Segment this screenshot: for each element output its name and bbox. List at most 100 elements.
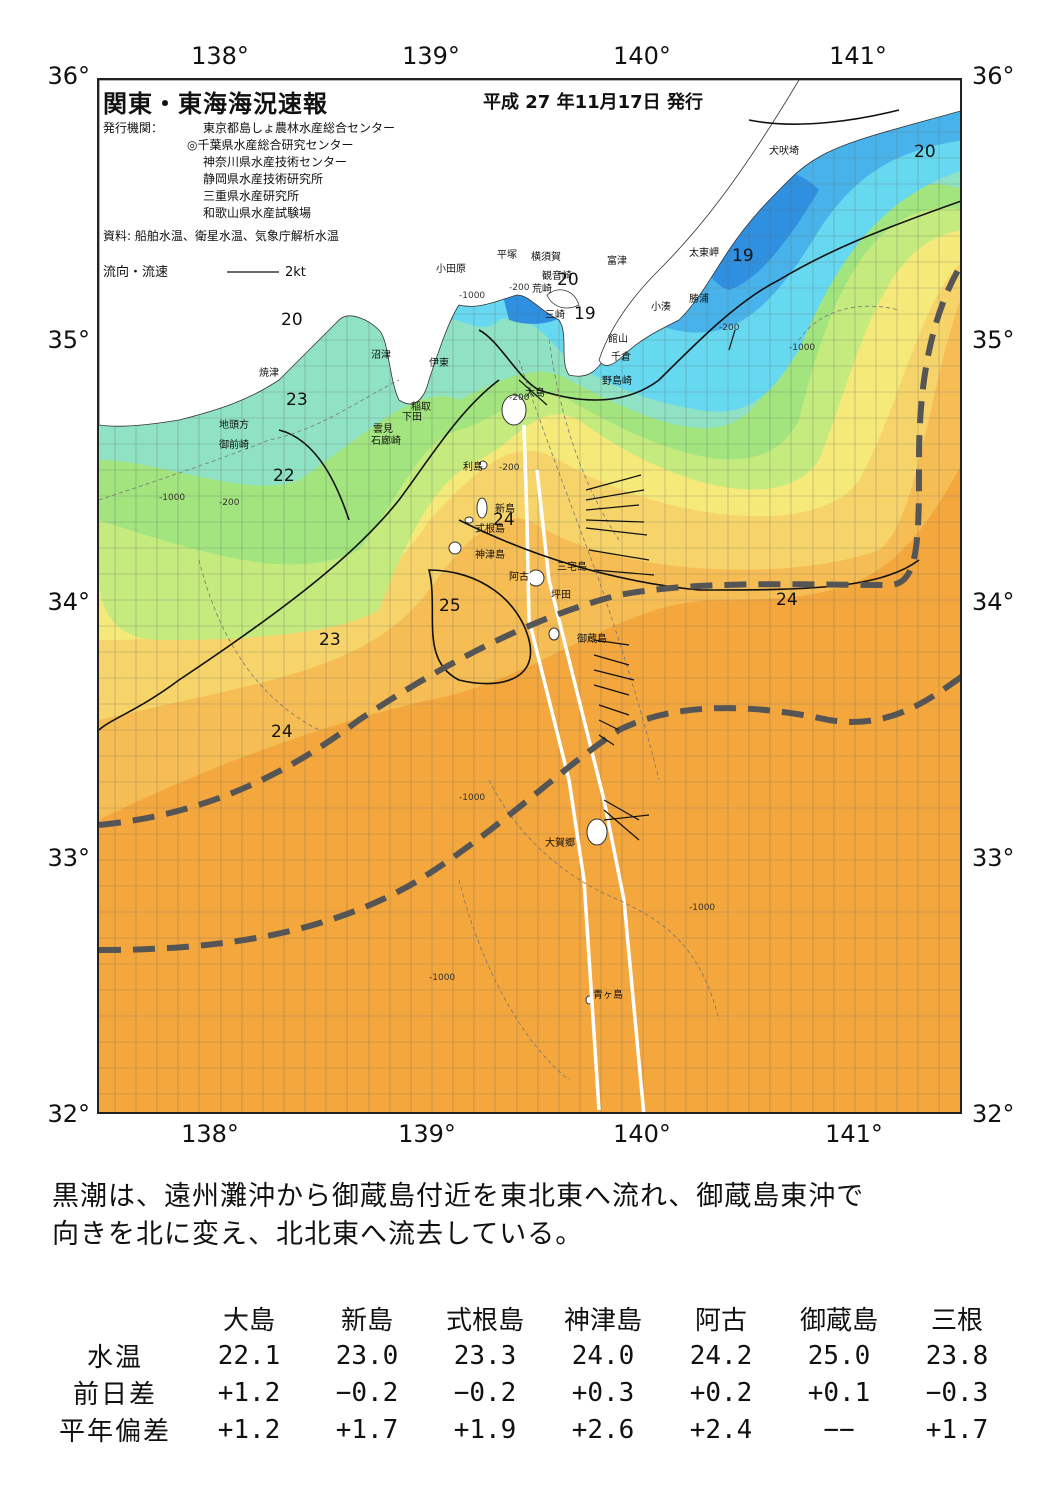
table-cell: −0.2 — [453, 1377, 517, 1408]
lat-label-34-left: 34° — [47, 588, 90, 616]
issuer-item: 静岡県水産技術研究所 — [203, 172, 324, 186]
column-header: 大島 — [222, 1306, 275, 1336]
depth-contours — [99, 305, 900, 1081]
isotherm-label: 20 — [281, 310, 303, 330]
column-header: 阿古 — [694, 1306, 747, 1336]
hachijojima-island — [586, 818, 608, 846]
depth-label: -200 — [499, 463, 520, 473]
depth-label: -200 — [509, 393, 530, 403]
table-cell: −− — [823, 1414, 855, 1445]
place-label: 焼津 — [259, 368, 279, 379]
legend-speed: 2kt — [285, 265, 306, 280]
depth-label: -200 — [509, 283, 530, 293]
table-cell: +1.9 — [453, 1414, 517, 1445]
table-cell: +1.2 — [217, 1377, 281, 1408]
row-header: 平年偏差 — [58, 1417, 171, 1447]
place-label: 青ヶ島 — [593, 990, 623, 1001]
row-header: 前日差 — [72, 1380, 157, 1410]
isotherm-label: 20 — [557, 270, 579, 290]
issuer-item: 和歌山県水産試験場 — [203, 206, 312, 220]
table-cell: 23.0 — [335, 1340, 399, 1371]
lat-label-36-right: 36° — [972, 62, 1015, 90]
table-row: 前日差 +1.2 −0.2 −0.2 +0.3 +0.2 +0.1 −0.3 — [40, 1374, 1016, 1411]
place-label: 坪田 — [551, 590, 571, 601]
place-label: 館山 — [608, 334, 628, 345]
isotherm-label: 19 — [574, 304, 596, 324]
table-cell: +0.1 — [807, 1377, 871, 1408]
oshima-island — [501, 394, 527, 426]
place-label: 石廊崎 — [371, 436, 401, 447]
table-cell: +0.3 — [571, 1377, 635, 1408]
table-cell: 23.3 — [453, 1340, 517, 1371]
depth-label: -1000 — [789, 343, 815, 353]
lat-label-36-left: 36° — [47, 62, 90, 90]
place-label: 千倉 — [611, 352, 631, 363]
table-cell: 23.8 — [925, 1340, 989, 1371]
place-label: 伊東 — [429, 358, 449, 369]
lat-label-34-right: 34° — [972, 588, 1015, 616]
lon-label-141-top: 141° — [829, 42, 887, 70]
depth-label: -1000 — [459, 793, 485, 803]
isotherm-label: 24 — [493, 510, 515, 530]
isotherm-label: 23 — [286, 390, 308, 410]
depth-label: -200 — [719, 323, 740, 333]
table-row: 平年偏差 +1.2 +1.7 +1.9 +2.6 +2.4 −− +1.7 — [40, 1411, 1016, 1448]
niijima-island — [476, 497, 488, 519]
place-label: 太東岬 — [689, 248, 719, 259]
depth-label: -1000 — [429, 973, 455, 983]
legend-label: 流向・流速 — [103, 265, 169, 280]
isotherm-label: 19 — [732, 246, 754, 266]
isotherm-label: 23 — [319, 630, 341, 650]
isotherm-label: 24 — [271, 722, 293, 742]
place-label: 沼津 — [371, 350, 391, 361]
column-header: 式根島 — [445, 1306, 524, 1336]
place-label: 大島 — [525, 388, 545, 399]
kozushima-island — [448, 541, 462, 555]
map-title: 関東・東海海況速報 — [103, 90, 328, 118]
place-label: 荒崎 — [532, 284, 552, 295]
land — [99, 80, 960, 427]
place-label: 小田原 — [436, 264, 466, 275]
lon-label-138-bottom: 138° — [181, 1120, 239, 1148]
table-header-row: 大島 新島 式根島 神津島 阿古 御蔵島 三根 — [40, 1300, 1016, 1337]
table-cell: −0.2 — [335, 1377, 399, 1408]
place-label: 富津 — [607, 256, 627, 267]
lat-label-32-right: 32° — [972, 1100, 1015, 1128]
place-label: 小湊 — [651, 302, 671, 313]
depth-label: -1000 — [159, 493, 185, 503]
table-row: 水温 22.1 23.0 23.3 24.0 24.2 25.0 23.8 — [40, 1337, 1016, 1374]
table-cell: 22.1 — [217, 1340, 281, 1371]
lon-label-141-bottom: 141° — [825, 1120, 883, 1148]
table-cell: +0.2 — [689, 1377, 753, 1408]
data-sources: 資料: 船舶水温、衛星水温、気象庁解析水温 — [103, 229, 339, 243]
issuer-item: ◎千葉県水産総合研究センター — [187, 138, 354, 152]
summary-line: 黒潮は、遠州灘沖から御蔵島付近を東北東へ流れ、御蔵島東沖で — [52, 1181, 865, 1212]
table-cell: +1.2 — [217, 1414, 281, 1445]
lat-label-32-left: 32° — [47, 1100, 90, 1128]
table-cell: +2.4 — [689, 1414, 753, 1445]
isotherm-label: 24 — [776, 590, 798, 610]
column-header: 御蔵島 — [799, 1306, 878, 1336]
table-cell: −0.3 — [925, 1377, 989, 1408]
place-label: 観音崎 — [542, 271, 572, 282]
depth-label: -1000 — [689, 903, 715, 913]
mikurajima-island — [548, 627, 560, 641]
place-label: 大賀郷 — [545, 838, 575, 849]
place-label: 御蔵島 — [577, 634, 607, 645]
toshima-island — [478, 460, 488, 470]
column-header: 新島 — [340, 1306, 393, 1336]
islands — [448, 394, 608, 1005]
lat-label-33-right: 33° — [972, 844, 1015, 872]
place-label: 横須賀 — [531, 252, 561, 263]
lon-label-139-top: 139° — [402, 42, 460, 70]
table-corner — [40, 1300, 190, 1337]
isotherm-label: 22 — [273, 466, 295, 486]
kuroshio-axis — [99, 260, 960, 953]
isotherm-lines — [99, 109, 960, 731]
place-label: 利島 — [463, 462, 483, 473]
place-label: 新島 — [495, 504, 515, 515]
issuer-item: 神奈川県水産技術センター — [203, 155, 348, 169]
issue-date: 平成 27 年11月17日 発行 — [483, 92, 703, 113]
column-header: 神津島 — [563, 1306, 642, 1336]
issuer-list: 東京都島しょ農林水産総合センター ◎千葉県水産総合研究センター 神奈川県水産技術… — [187, 120, 395, 222]
